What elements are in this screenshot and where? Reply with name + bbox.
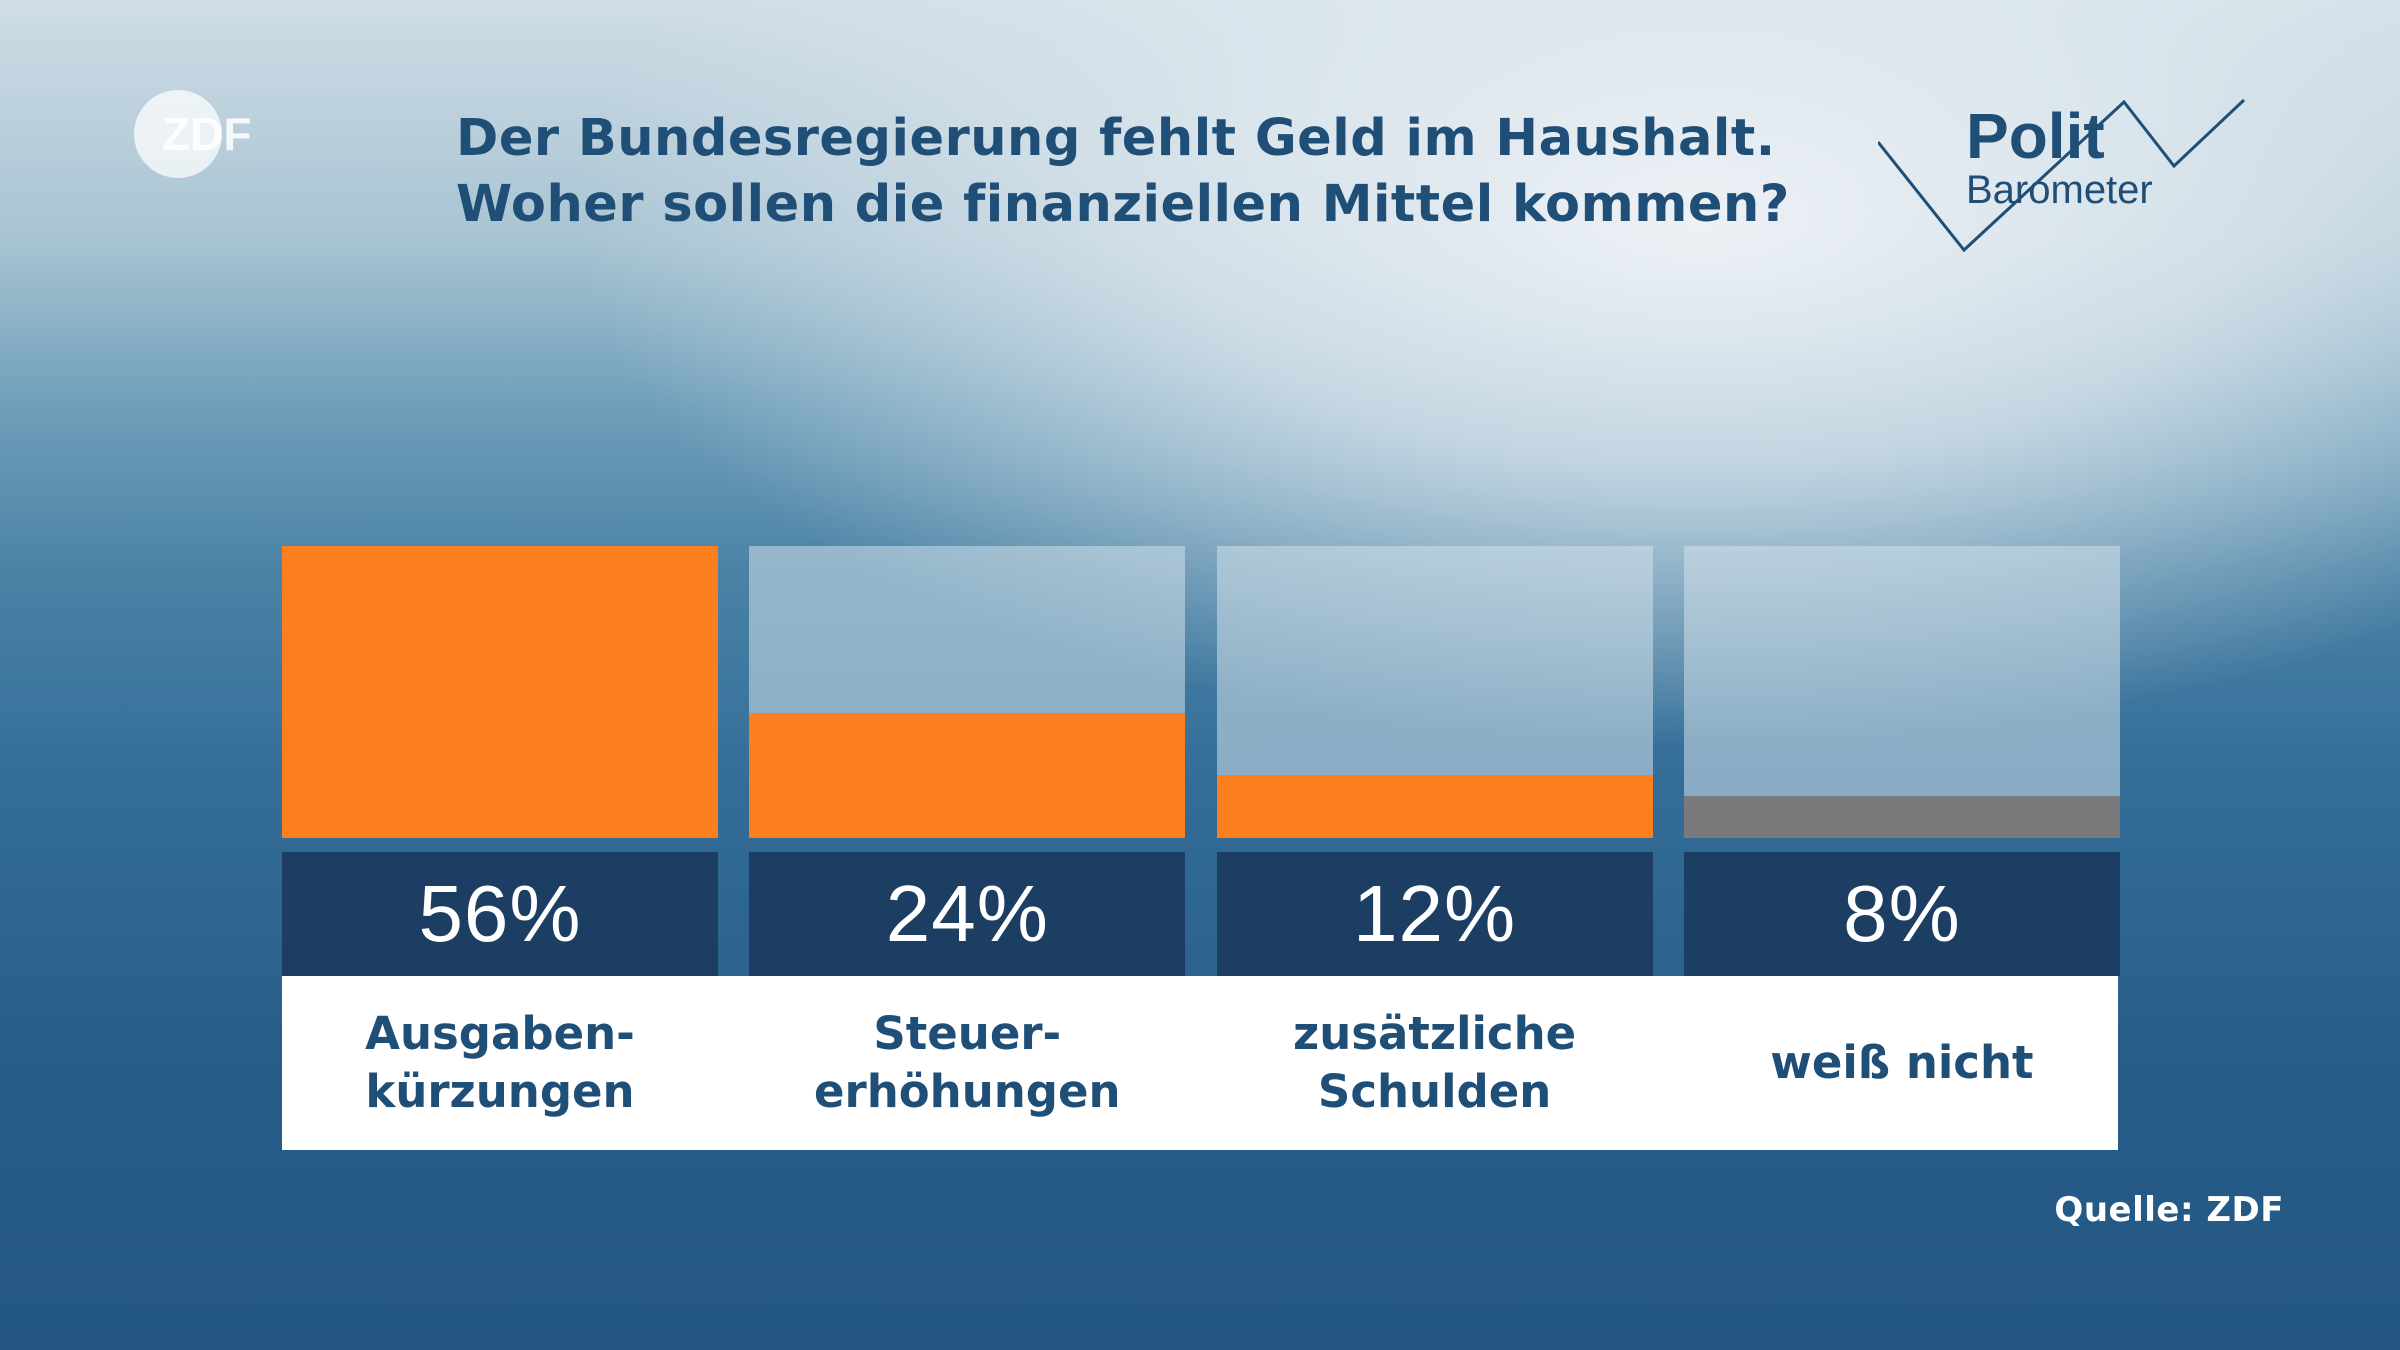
bar (1216, 775, 1653, 838)
source-note: Quelle: ZDF (2054, 1190, 2284, 1230)
politbarometer-logo: Polit Barometer (1878, 92, 2258, 262)
bar-track (282, 546, 718, 838)
category-label-strip (282, 976, 2118, 1150)
category-label: Steuer-erhöhungen (749, 976, 1185, 1150)
bar (282, 546, 718, 838)
zdf-logo: ZDF (134, 90, 251, 178)
category-label-line: zusätzliche (1293, 1007, 1577, 1060)
category-label: zusätzliche Schulden (1217, 976, 1653, 1150)
data-label: 56% (282, 852, 718, 976)
category-label: Ausgaben-kürzungen (282, 976, 718, 1150)
bar-column: 56% Ausgaben-kürzungen (282, 546, 718, 1150)
category-label-line: Schulden (1317, 1065, 1552, 1118)
bar-chart: 56% Ausgaben-kürzungen 24% Steuer-erhöhunge… (282, 546, 2120, 1150)
category-label: weiß nicht (1684, 976, 2120, 1150)
category-label-line: Steuer- (873, 1007, 1062, 1060)
bar-track (1683, 546, 2120, 838)
category-label-line: kürzungen (365, 1065, 635, 1118)
bar-track (1216, 546, 1653, 838)
category-label-line: erhöhungen (814, 1065, 1121, 1118)
politbarometer-word-polit: Polit (1966, 100, 2105, 172)
data-label: 8% (1683, 852, 2120, 976)
category-label-line: weiß nicht (1770, 1036, 2034, 1089)
zdf-logo-text: ZDF (162, 108, 251, 160)
chart-title-line-1: Der Bundesregierung fehlt Geld im Hausha… (456, 109, 1776, 168)
bar-column: 8% weiß nicht (1683, 546, 2120, 1150)
category-label-line: Ausgaben- (365, 1007, 635, 1060)
bar (1683, 796, 2120, 838)
bar (749, 713, 1186, 838)
bar-column: 12% zusätzliche Schulden (1216, 546, 1653, 1150)
politbarometer-word-barometer: Barometer (1966, 168, 2153, 212)
data-label: 12% (1216, 852, 1653, 976)
bar-column: 24% Steuer-erhöhungen (749, 546, 1186, 1150)
chart-title: Der Bundesregierung fehlt Geld im Hausha… (456, 106, 1790, 238)
politbarometer-zigzag-icon (1878, 98, 2246, 253)
bar-track (749, 546, 1186, 838)
chart-title-line-2: Woher sollen die finanziellen Mittel kom… (456, 175, 1790, 234)
data-label: 24% (749, 852, 1186, 976)
